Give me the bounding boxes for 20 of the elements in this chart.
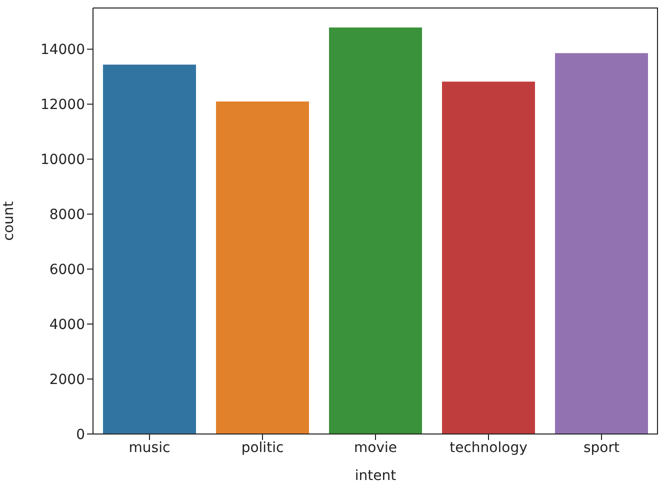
x-tick-label: sport [584, 440, 620, 456]
y-tick-label: 4000 [49, 317, 85, 334]
x-axis-title: intent [354, 468, 397, 484]
bar [442, 82, 535, 434]
x-tick-label: technology [450, 440, 528, 456]
y-tick-label: 10000 [40, 152, 85, 168]
y-tick-label: 6000 [49, 262, 85, 278]
bar [103, 64, 196, 434]
y-tick-label: 14000 [40, 42, 85, 58]
bar [329, 28, 422, 434]
bar [555, 53, 648, 434]
y-tick-label: 12000 [40, 97, 85, 114]
y-tick-label: 0 [76, 426, 85, 443]
y-axis-title: count [0, 200, 17, 241]
x-tick-label: politic [241, 440, 284, 456]
x-tick-label: music [128, 440, 170, 456]
y-tick-label: 8000 [49, 207, 85, 224]
y-tick-label: 2000 [49, 372, 85, 388]
bar [216, 101, 309, 434]
x-tick-label: movie [354, 440, 397, 456]
